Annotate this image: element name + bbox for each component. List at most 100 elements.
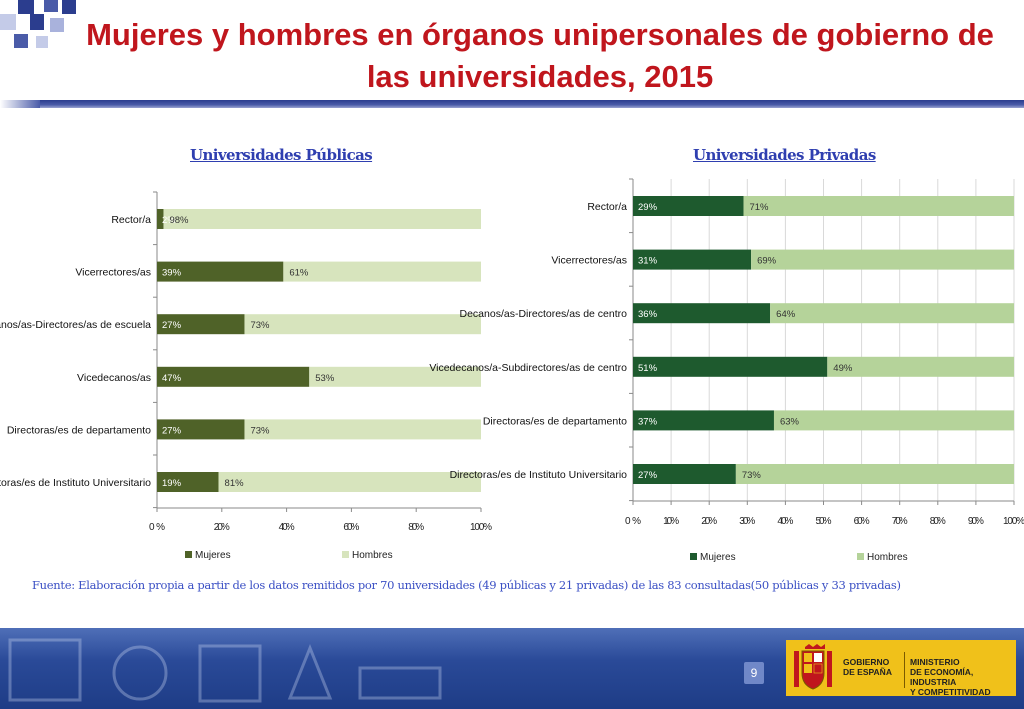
bar-mujeres: [157, 366, 310, 387]
public-universities-chart: 0% 20% 40% 60% 80% 100% Rector/a 2%98% Vicerrect…: [0, 191, 492, 561]
data-label-hombres: 63%: [780, 416, 800, 427]
data-label-hombres: 98%: [169, 215, 189, 226]
data-label-mujeres: 27%: [638, 470, 658, 481]
data-label-hombres: 73%: [250, 425, 270, 436]
bar-mujeres: [157, 209, 164, 229]
data-label-hombres: 73%: [250, 320, 270, 331]
logo-divider: [904, 652, 905, 688]
bar-hombres: [163, 209, 482, 229]
bar-hombres: [827, 356, 1014, 377]
legend-swatch-mujeres: [185, 551, 192, 558]
corner-decoration: [0, 0, 76, 48]
public-chart-heading: Universidades Públicas: [190, 146, 373, 164]
x-tick-label: 50%: [816, 516, 832, 527]
legend-swatch-hombres: [342, 551, 349, 558]
legend-label-hombres: Hombres: [352, 550, 393, 561]
legend-swatch-hombres: [857, 553, 864, 560]
slide-title: Mujeres y hombres en órganos unipersonal…: [80, 14, 1000, 98]
data-label-mujeres: 2%: [162, 215, 176, 226]
page-number: 9: [744, 662, 764, 684]
x-tick-label: 0%: [625, 516, 641, 527]
x-tick-label: 80%: [930, 516, 946, 527]
header-bar: [0, 100, 1024, 108]
category-label: Vicerrectores/as: [551, 255, 627, 267]
data-label-hombres: 64%: [776, 309, 796, 320]
data-label-hombres: 71%: [749, 202, 769, 213]
bar-mujeres: [633, 249, 752, 270]
data-label-hombres: 53%: [315, 373, 335, 384]
category-label: Rector/a: [111, 214, 151, 226]
legend-label-hombres: Hombres: [867, 552, 908, 563]
data-label-hombres: 69%: [757, 256, 777, 267]
x-tick-label: 0%: [149, 522, 165, 533]
coat-of-arms-icon: [794, 644, 832, 690]
legend-label-mujeres: Mujeres: [700, 552, 736, 563]
bar-hombres: [244, 314, 481, 335]
x-tick-label: 20%: [701, 516, 717, 527]
legend-label-mujeres: Mujeres: [195, 550, 231, 561]
x-tick-label: 70%: [892, 516, 908, 527]
title-line-2: las universidades, 2015: [366, 59, 714, 94]
bar-hombres: [283, 261, 481, 282]
category-label: Vicedecanos/as: [77, 372, 151, 384]
bar-mujeres: [157, 314, 245, 335]
data-label-mujeres: 29%: [638, 202, 658, 213]
x-tick-label: 90%: [968, 516, 984, 527]
legend-swatch-mujeres: [690, 553, 697, 560]
x-tick-label: 30%: [739, 516, 755, 527]
bar-mujeres: [157, 472, 219, 492]
bar-hombres: [773, 410, 1014, 431]
ministry-label: MINISTERIO DE ECONOMÍA, INDUSTRIA Y COMP…: [910, 657, 991, 697]
bar-mujeres: [157, 261, 284, 282]
x-tick-label: 20%: [214, 522, 230, 533]
data-label-mujeres: 37%: [638, 416, 658, 427]
bar-hombres: [743, 196, 1014, 216]
heraldic-pattern: [8, 638, 442, 703]
private-chart-heading: Universidades Privadas: [693, 146, 876, 164]
source-note: Fuente: Elaboración propia a partir de l…: [32, 578, 901, 592]
data-label-mujeres: 19%: [162, 478, 182, 489]
data-label-mujeres: 51%: [638, 363, 658, 374]
x-tick-label: 60%: [343, 522, 359, 533]
category-label: Directoras/es de Instituto Universitario: [0, 477, 151, 489]
category-label: Vicedecanos/a-Subdirectores/as de centro: [429, 362, 627, 374]
category-label: Decanos/as-Directores/as de escuela: [0, 319, 151, 331]
bar-mujeres: [633, 464, 736, 484]
bar-hombres: [244, 419, 481, 440]
data-label-mujeres: 31%: [638, 256, 658, 267]
data-label-mujeres: 39%: [162, 268, 182, 279]
category-label: Vicerrectores/as: [75, 267, 151, 279]
gobierno-de-espana-label: GOBIERNO DE ESPAÑA: [843, 657, 892, 677]
bar-mujeres: [157, 419, 245, 440]
data-label-hombres: 49%: [833, 363, 853, 374]
data-label-mujeres: 47%: [162, 373, 182, 384]
data-label-mujeres: 36%: [638, 309, 658, 320]
header-bar-fade: [0, 100, 40, 108]
bar-mujeres: [633, 356, 828, 377]
data-label-hombres: 61%: [289, 268, 309, 279]
x-tick-label: 60%: [854, 516, 870, 527]
bar-hombres: [735, 464, 1014, 484]
category-label: Rector/a: [587, 201, 627, 213]
bar-mujeres: [633, 410, 774, 431]
bar-hombres: [751, 249, 1014, 270]
category-label: Directoras/es de departamento: [483, 415, 627, 427]
bar-mujeres: [633, 196, 744, 216]
x-tick-label: 100%: [1003, 516, 1024, 527]
x-tick-label: 40%: [777, 516, 793, 527]
bar-hombres: [770, 303, 1014, 324]
x-tick-label: 10%: [663, 516, 679, 527]
bar-hombres: [309, 366, 481, 387]
charts-canvas: 0% 20% 40% 60% 80% 100% Rector/a 2%98% Vicerrect…: [0, 178, 1024, 563]
category-label: Decanos/as-Directores/as de centro: [460, 308, 628, 320]
bar-mujeres: [633, 303, 771, 324]
data-label-mujeres: 27%: [162, 320, 182, 331]
x-tick-label: 80%: [408, 522, 424, 533]
data-label-mujeres: 27%: [162, 425, 182, 436]
data-label-hombres: 81%: [225, 478, 245, 489]
data-label-hombres: 73%: [742, 470, 762, 481]
category-label: Directoras/es de departamento: [7, 424, 151, 436]
x-tick-label: 40%: [279, 522, 295, 533]
private-universities-chart: 0% 10% 20% 30% 40% 50% 60% 70% 80% 90% 100% Rector/…: [429, 178, 1024, 563]
bar-hombres: [218, 472, 481, 492]
